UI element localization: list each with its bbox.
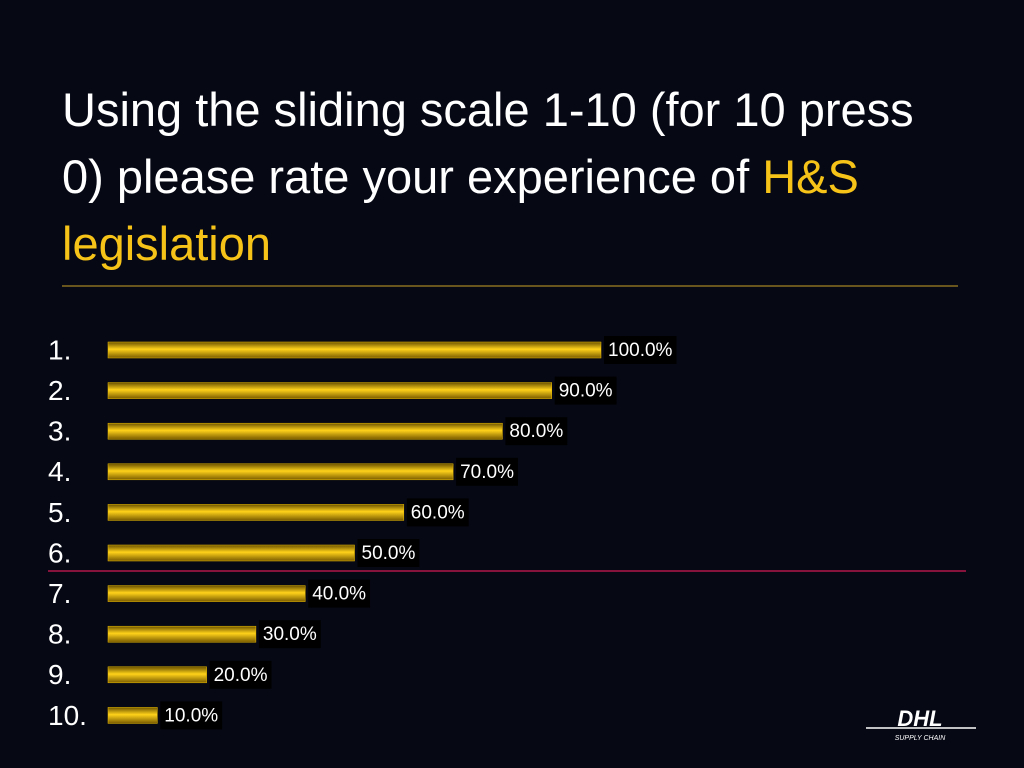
bar bbox=[107, 463, 454, 481]
value-label-bg bbox=[258, 620, 321, 649]
title-highlight: H&S legislation bbox=[62, 150, 859, 270]
bar bbox=[107, 585, 306, 602]
category-label: 1. bbox=[48, 334, 71, 365]
value-label: 100.0% bbox=[608, 340, 673, 361]
value-label-bg bbox=[505, 417, 568, 446]
value-label-bg bbox=[554, 376, 617, 405]
category-label: 7. bbox=[48, 578, 71, 609]
bar bbox=[107, 382, 552, 399]
logo: DHL SUPPLY CHAIN bbox=[866, 706, 976, 742]
category-label: 2. bbox=[48, 375, 71, 406]
value-label: 30.0% bbox=[263, 624, 317, 645]
bar bbox=[107, 707, 158, 724]
logo-name: DHL bbox=[897, 706, 942, 731]
category-label: 9. bbox=[48, 659, 71, 690]
value-label: 50.0% bbox=[362, 543, 416, 564]
value-label-bg bbox=[604, 336, 677, 364]
value-label: 40.0% bbox=[312, 584, 366, 605]
bar bbox=[107, 422, 503, 440]
bar bbox=[107, 341, 602, 359]
value-label-bg bbox=[357, 539, 420, 567]
category-label: 4. bbox=[48, 456, 71, 487]
category-label: 6. bbox=[48, 537, 71, 568]
value-label: 70.0% bbox=[460, 462, 514, 483]
category-label: 8. bbox=[48, 619, 71, 650]
value-label: 80.0% bbox=[509, 421, 563, 442]
bar bbox=[107, 504, 405, 521]
bar bbox=[107, 625, 257, 643]
title: Using the sliding scale 1-10 (for 10 pre… bbox=[62, 76, 962, 277]
value-label-bg bbox=[456, 457, 518, 486]
value-label: 20.0% bbox=[214, 665, 268, 686]
category-label: 3. bbox=[48, 416, 71, 447]
logo-subtitle: SUPPLY CHAIN bbox=[895, 735, 947, 742]
bar bbox=[107, 544, 355, 562]
category-label: 10. bbox=[48, 700, 87, 731]
value-label-bg bbox=[308, 579, 371, 608]
value-label-bg bbox=[160, 701, 223, 730]
bar bbox=[107, 666, 207, 684]
value-label-bg bbox=[406, 498, 469, 527]
value-label: 60.0% bbox=[411, 502, 465, 523]
title-text: Using the sliding scale 1-10 (for 10 pre… bbox=[62, 83, 914, 203]
value-label: 90.0% bbox=[559, 381, 613, 402]
category-label: 5. bbox=[48, 497, 71, 528]
value-label: 10.0% bbox=[164, 705, 218, 726]
value-label-bg bbox=[209, 660, 272, 689]
